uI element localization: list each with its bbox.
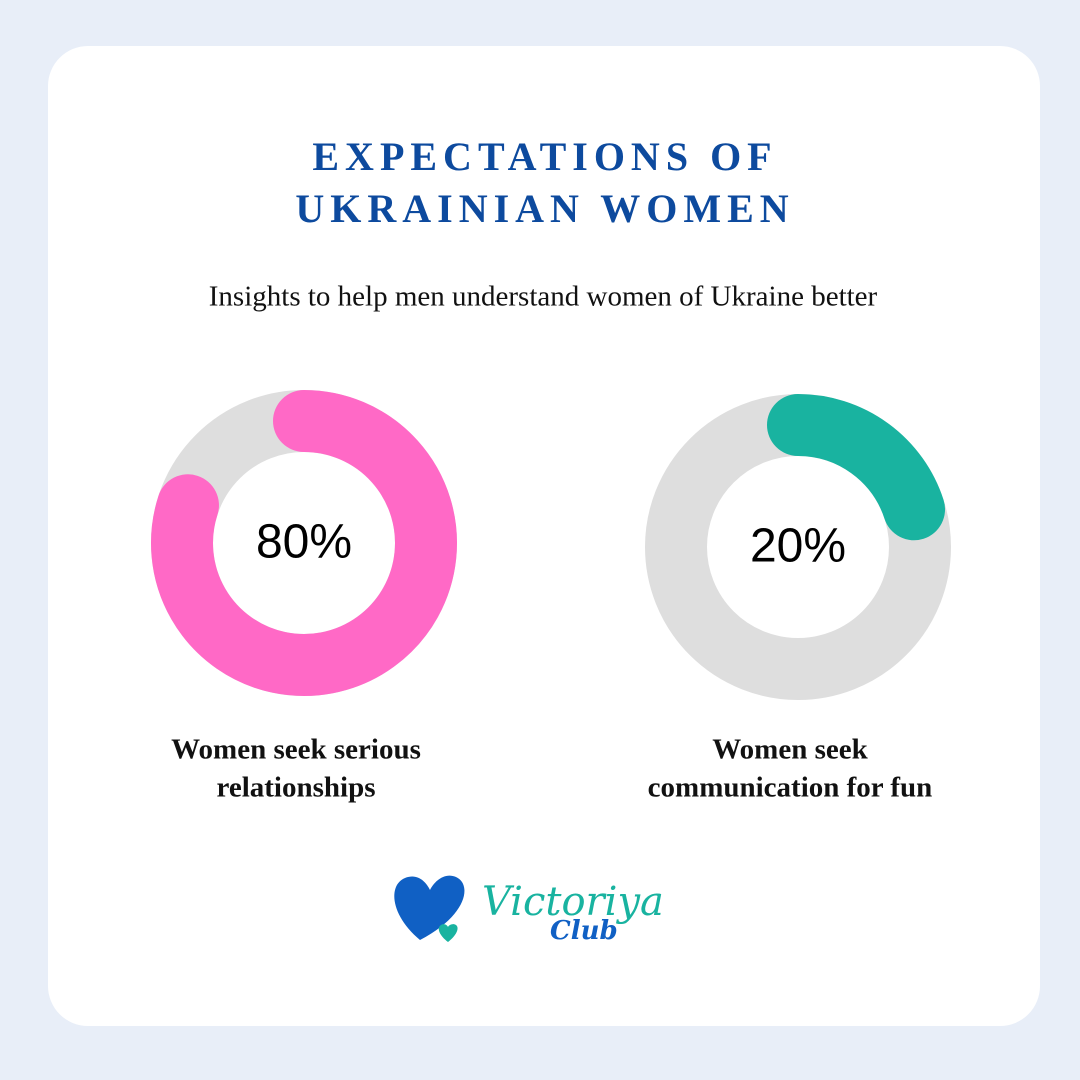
title-line: UKRAINIAN WOMEN [295, 186, 794, 231]
caption-line: Women seek serious [171, 734, 421, 766]
card [48, 46, 1040, 1026]
logo: Victoriya Club [394, 875, 664, 946]
value-label: 80% [256, 516, 352, 569]
donut-arc [767, 394, 946, 541]
donut-arc [151, 390, 457, 696]
logo-heart [394, 875, 465, 940]
subtitle: Insights to help men understand women of… [209, 281, 878, 313]
logo-text: Club [550, 916, 618, 946]
caption-line: Women seek [712, 734, 868, 766]
logo-heart-small [438, 924, 458, 942]
caption-line: relationships [216, 772, 375, 804]
title-line: EXPECTATIONS OF [312, 134, 777, 179]
value-label: 20% [750, 520, 846, 573]
logo-text: Victoriya [482, 879, 664, 925]
caption-line: communication for fun [648, 772, 933, 804]
